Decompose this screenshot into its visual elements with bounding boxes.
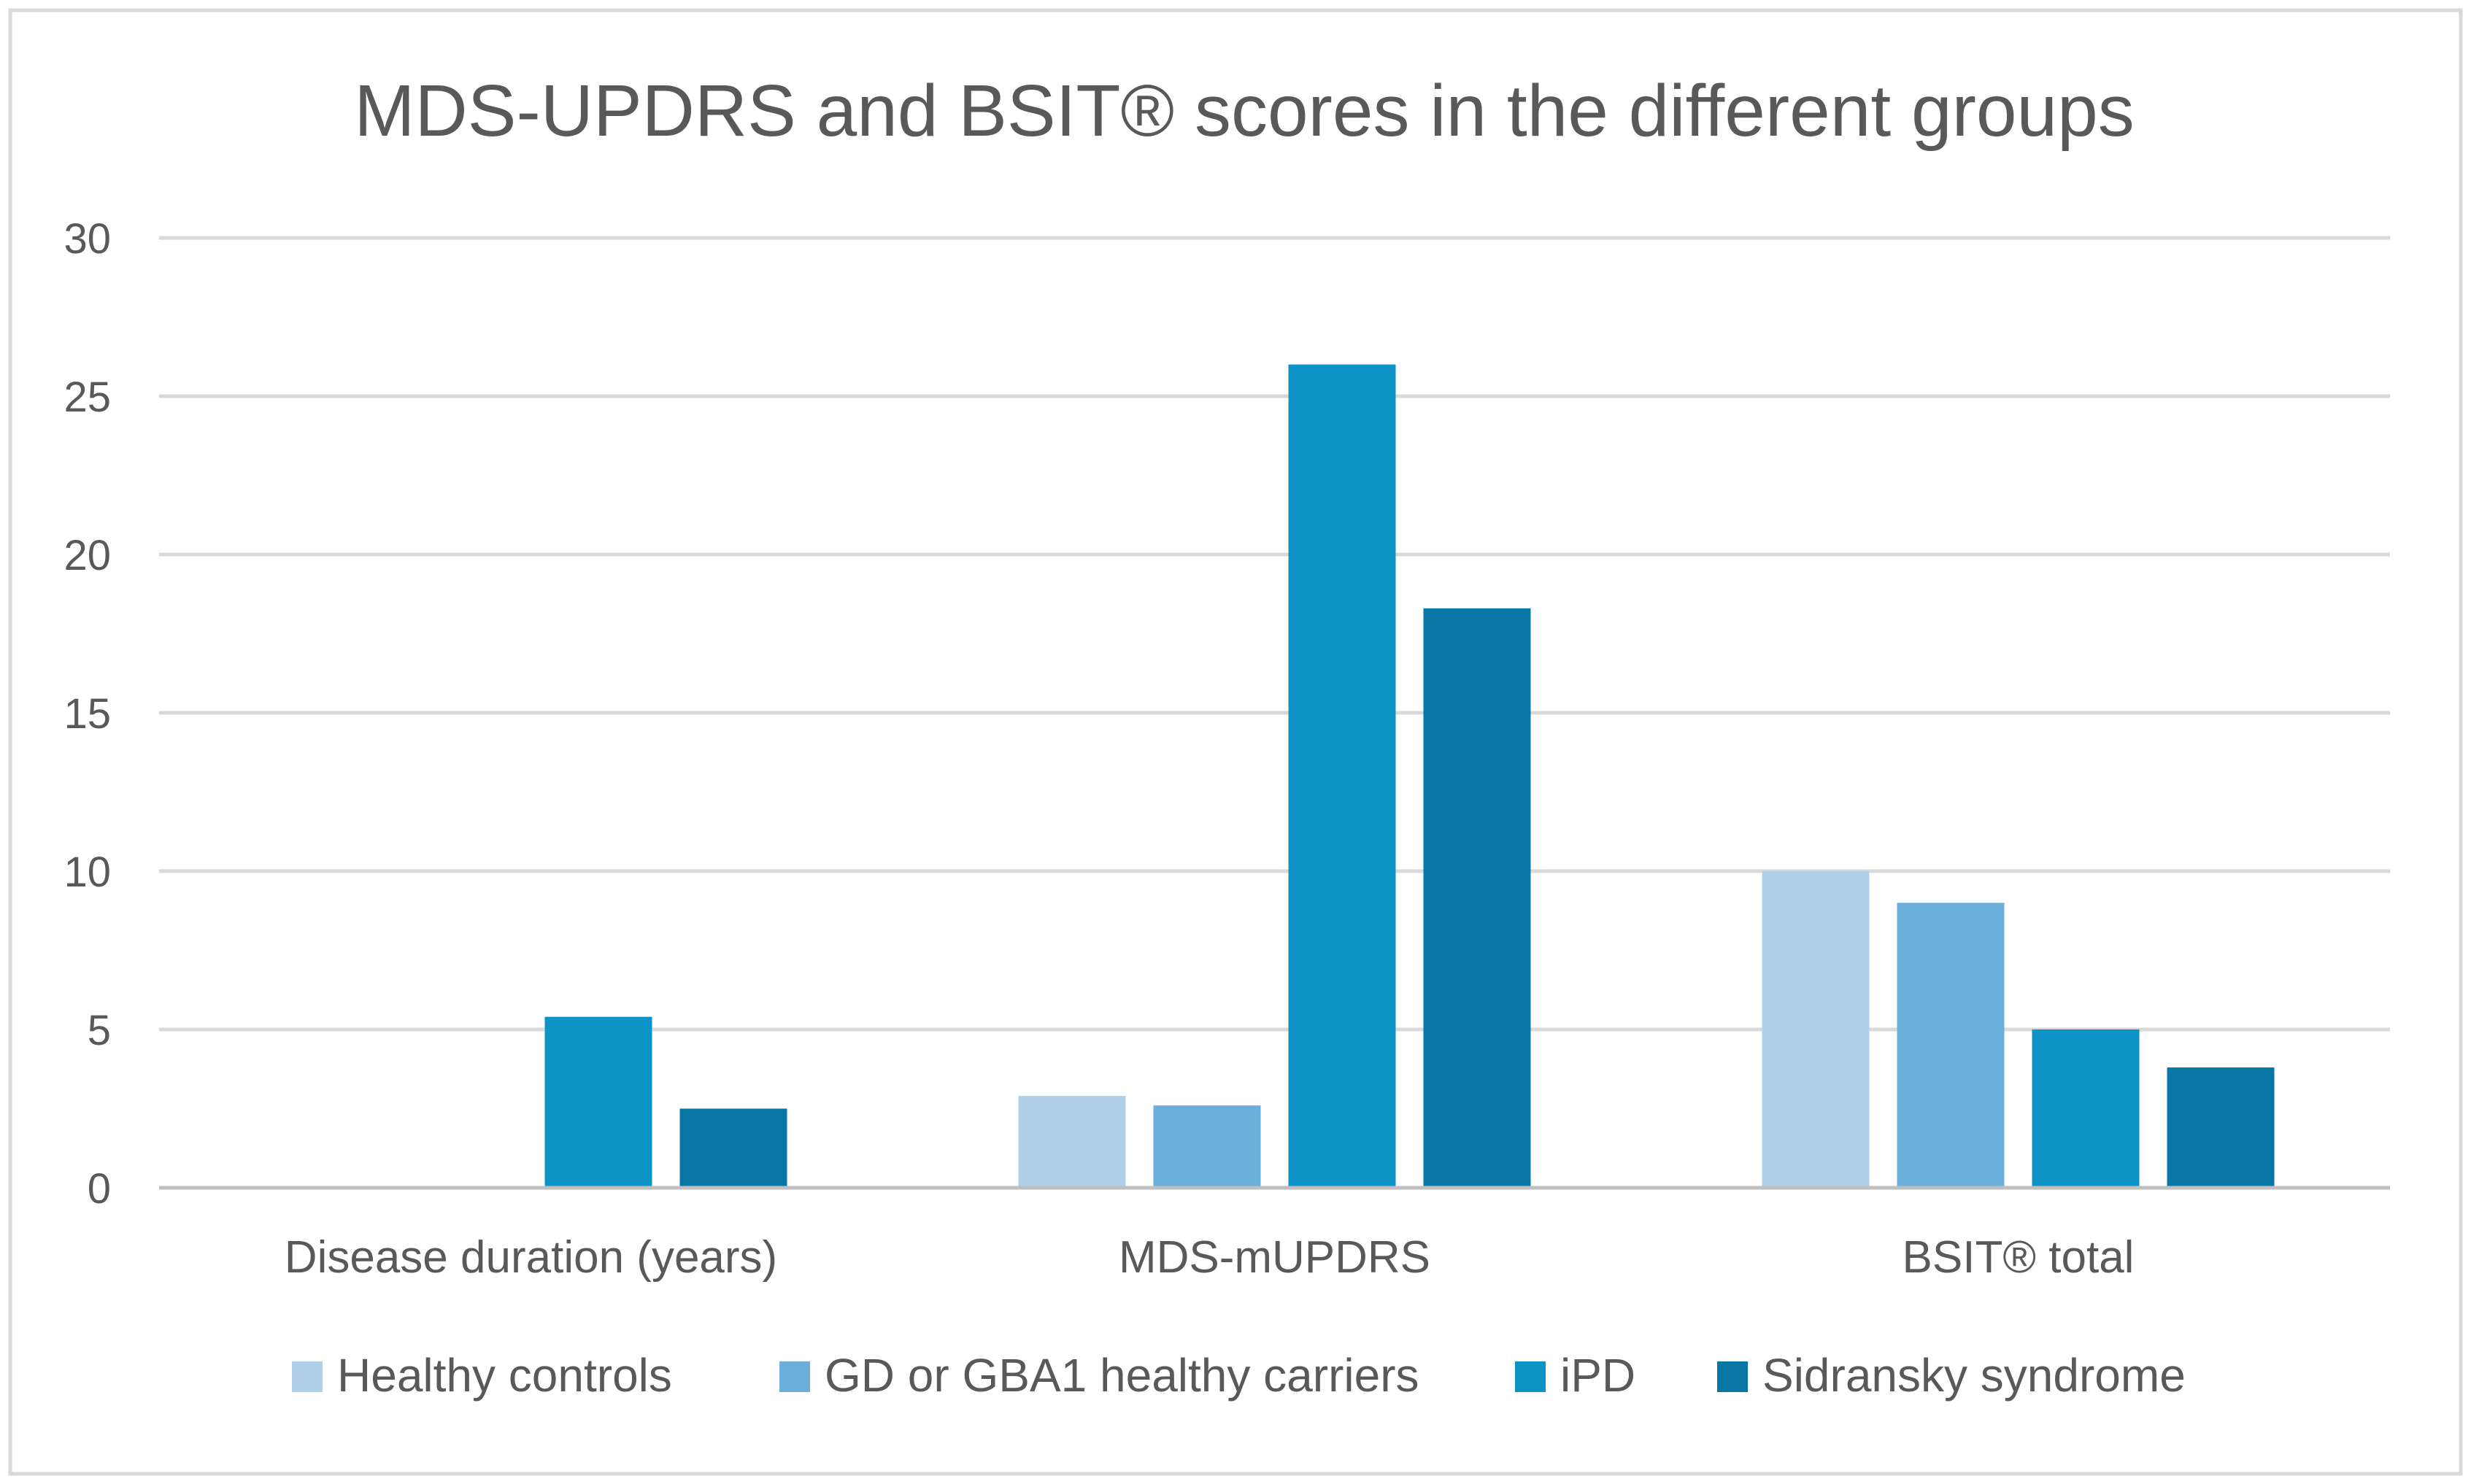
legend-item: iPD bbox=[1515, 1349, 1635, 1402]
bar-healthy-controls-1 bbox=[1018, 1096, 1126, 1188]
y-axis-tick-labels: 0 5 10 15 20 25 30 bbox=[63, 215, 111, 1213]
legend-label: iPD bbox=[1560, 1349, 1635, 1402]
legend-item: GD or GBA1 healthy carriers bbox=[779, 1349, 1419, 1402]
legend-swatch bbox=[1515, 1361, 1546, 1392]
legend-item: Sidransky syndrome bbox=[1717, 1349, 2186, 1402]
legend: Healthy controls GD or GBA1 healthy carri… bbox=[292, 1349, 2186, 1402]
y-tick-label: 30 bbox=[63, 215, 111, 263]
y-tick-label: 20 bbox=[63, 532, 111, 579]
y-tick-label: 0 bbox=[88, 1165, 111, 1213]
bar-series bbox=[544, 364, 2275, 1189]
bar-sidransky-syndrome-2 bbox=[2167, 1067, 2275, 1188]
y-tick-label: 25 bbox=[63, 374, 111, 421]
bar-healthy-controls-2 bbox=[1762, 871, 1870, 1188]
legend-label: Sidransky syndrome bbox=[1762, 1349, 2186, 1402]
y-tick-label: 5 bbox=[88, 1007, 111, 1054]
bar-sidransky-syndrome-0 bbox=[679, 1108, 787, 1188]
legend-swatch bbox=[292, 1361, 323, 1392]
category-label: MDS-mUPDRS bbox=[1119, 1232, 1430, 1283]
bar-ipd-1 bbox=[1288, 364, 1396, 1189]
chart-border bbox=[8, 8, 2463, 1476]
bar-gd-or-gba1-healthy-carriers-2 bbox=[1897, 903, 2005, 1188]
y-tick-label: 15 bbox=[63, 690, 111, 738]
legend-swatch bbox=[779, 1361, 810, 1392]
category-label: BSIT® total bbox=[1903, 1232, 2135, 1283]
legend-label: GD or GBA1 healthy carriers bbox=[825, 1349, 1419, 1402]
bar-sidransky-syndrome-1 bbox=[1423, 608, 1531, 1188]
bar-ipd-2 bbox=[2032, 1029, 2140, 1188]
legend-item: Healthy controls bbox=[292, 1349, 672, 1402]
legend-label: Healthy controls bbox=[337, 1349, 672, 1402]
y-tick-label: 10 bbox=[63, 849, 111, 896]
chart-title: MDS-UPDRS and BSIT® scores in the differ… bbox=[354, 70, 2135, 152]
bar-ipd-0 bbox=[544, 1016, 652, 1188]
gridlines bbox=[159, 236, 2390, 1032]
bar-gd-or-gba1-healthy-carriers-1 bbox=[1153, 1105, 1261, 1188]
x-axis-category-labels: Disease duration (years) MDS-mUPDRS BSIT® … bbox=[285, 1232, 2135, 1283]
legend-swatch bbox=[1717, 1361, 1748, 1392]
category-label: Disease duration (years) bbox=[285, 1232, 777, 1283]
